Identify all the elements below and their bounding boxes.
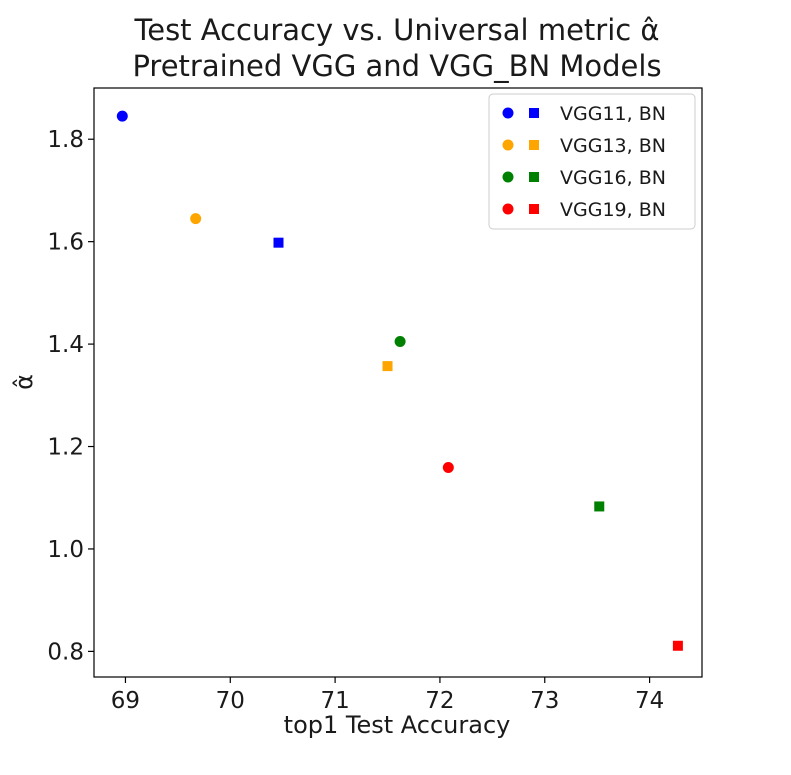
data-point-square xyxy=(672,640,683,651)
data-points xyxy=(116,110,683,651)
chart-title: Test Accuracy vs. Universal metric α̂ xyxy=(133,13,659,47)
data-point-square xyxy=(382,361,393,372)
y-tick-label: 1.6 xyxy=(47,230,84,256)
x-axis-label: top1 Test Accuracy xyxy=(284,711,511,739)
x-tick-label: 72 xyxy=(425,688,454,714)
legend-square-marker xyxy=(529,108,539,118)
y-axis: 0.8 1.0 1.2 1.4 1.6 1.8 xyxy=(47,127,94,665)
plot-area xyxy=(93,87,703,678)
data-point-circle xyxy=(190,213,202,225)
x-tick-label: 69 xyxy=(111,688,140,714)
legend-circle-marker xyxy=(502,171,514,183)
y-tick-label: 0.8 xyxy=(47,639,84,665)
legend-box xyxy=(488,93,696,230)
legend-label: VGG13, BN xyxy=(560,135,666,157)
x-axis: 69 70 71 72 73 74 xyxy=(111,677,664,714)
legend-label: VGG11, BN xyxy=(560,103,666,125)
legend-circle-marker xyxy=(502,203,514,215)
x-tick-label: 73 xyxy=(530,688,559,714)
data-point-circle xyxy=(394,336,406,348)
chart-subtitle: Pretrained VGG and VGG_BN Models xyxy=(132,49,661,83)
data-point-circle xyxy=(442,462,454,474)
legend-label: VGG16, BN xyxy=(560,167,666,189)
legend-square-marker xyxy=(529,204,539,214)
x-tick-label: 74 xyxy=(635,688,664,714)
legend-circle-marker xyxy=(502,107,514,119)
legend-circle-marker xyxy=(502,139,514,151)
data-point-circle xyxy=(116,110,128,122)
data-point-square xyxy=(273,237,284,248)
y-tick-label: 1.2 xyxy=(47,435,84,461)
legend: VGG11, BN VGG13, BN VGG16, BN VGG19, BN xyxy=(488,93,696,230)
data-point-square xyxy=(594,501,605,512)
legend-label: VGG19, BN xyxy=(560,199,666,221)
x-tick-label: 70 xyxy=(216,688,245,714)
y-axis-label: α̂ xyxy=(10,374,38,390)
y-tick-label: 1.8 xyxy=(47,127,84,153)
y-tick-label: 1.0 xyxy=(47,537,84,563)
x-tick-label: 71 xyxy=(320,688,349,714)
legend-square-marker xyxy=(529,172,539,182)
y-tick-label: 1.4 xyxy=(47,332,84,358)
legend-square-marker xyxy=(529,140,539,150)
